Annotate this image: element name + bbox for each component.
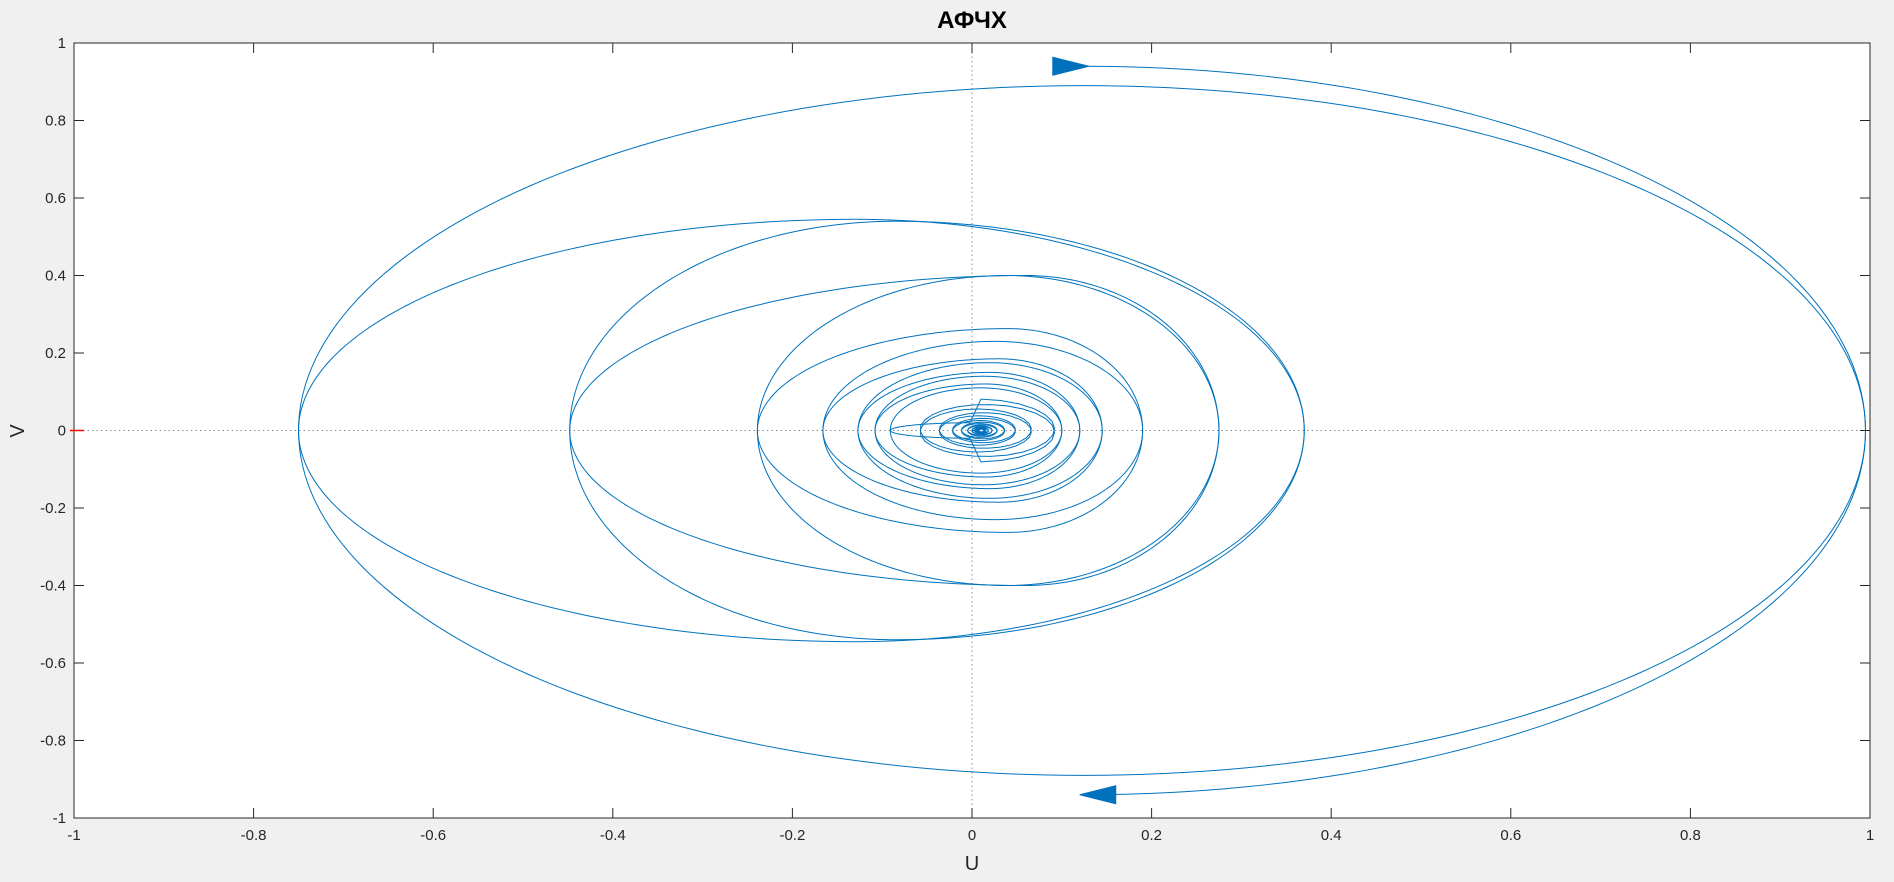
direction-arrow-1 — [1052, 56, 1089, 76]
y-axis-label: V — [7, 424, 29, 438]
x-tick-label-3: -0.4 — [600, 827, 626, 844]
y-tick-label-10: 1 — [58, 35, 66, 52]
x-tick-label-0: -1 — [67, 827, 80, 844]
x-tick-label-5: 0 — [968, 827, 976, 844]
y-tick-label-6: 0.2 — [45, 345, 66, 362]
series-positive-frequency — [297, 65, 1867, 776]
y-tick-labels: -1 -0.8 -0.6 -0.4 -0.2 0 0.2 0.4 0.6 0.8 1 — [40, 35, 66, 827]
x-tick-label-9: 0.8 — [1680, 827, 1701, 844]
chart-title: АФЧХ — [937, 7, 1007, 34]
x-tick-label-7: 0.4 — [1321, 827, 1342, 844]
y-tick-label-9: 0.8 — [45, 113, 66, 130]
x-axis-label: U — [965, 853, 979, 875]
x-tick-label-4: -0.2 — [779, 827, 805, 844]
x-tick-label-10: 1 — [1866, 827, 1874, 844]
y-tick-label-8: 0.6 — [45, 190, 66, 207]
y-tick-label-4: -0.2 — [40, 500, 66, 517]
direction-arrows — [1052, 56, 1117, 805]
x-tick-label-8: 0.6 — [1500, 827, 1521, 844]
direction-arrow-2 — [1079, 785, 1117, 805]
x-tick-label-1: -0.8 — [241, 827, 267, 844]
series-group — [297, 65, 1867, 796]
x-tick-labels: -1 -0.8 -0.6 -0.4 -0.2 0 0.2 0.4 0.6 0.8 1 — [67, 827, 1874, 844]
y-tick-label-2: -0.6 — [40, 655, 66, 672]
x-tick-label-2: -0.6 — [420, 827, 446, 844]
y-tick-label-3: -0.4 — [40, 578, 66, 595]
y-tick-label-0: -1 — [53, 810, 66, 827]
series-negative-frequency — [297, 85, 1867, 796]
x-tick-label-6: 0.2 — [1141, 827, 1162, 844]
y-tick-label-7: 0.4 — [45, 268, 66, 285]
y-tick-label-1: -0.8 — [40, 733, 66, 750]
y-tick-label-5: 0 — [58, 423, 66, 440]
